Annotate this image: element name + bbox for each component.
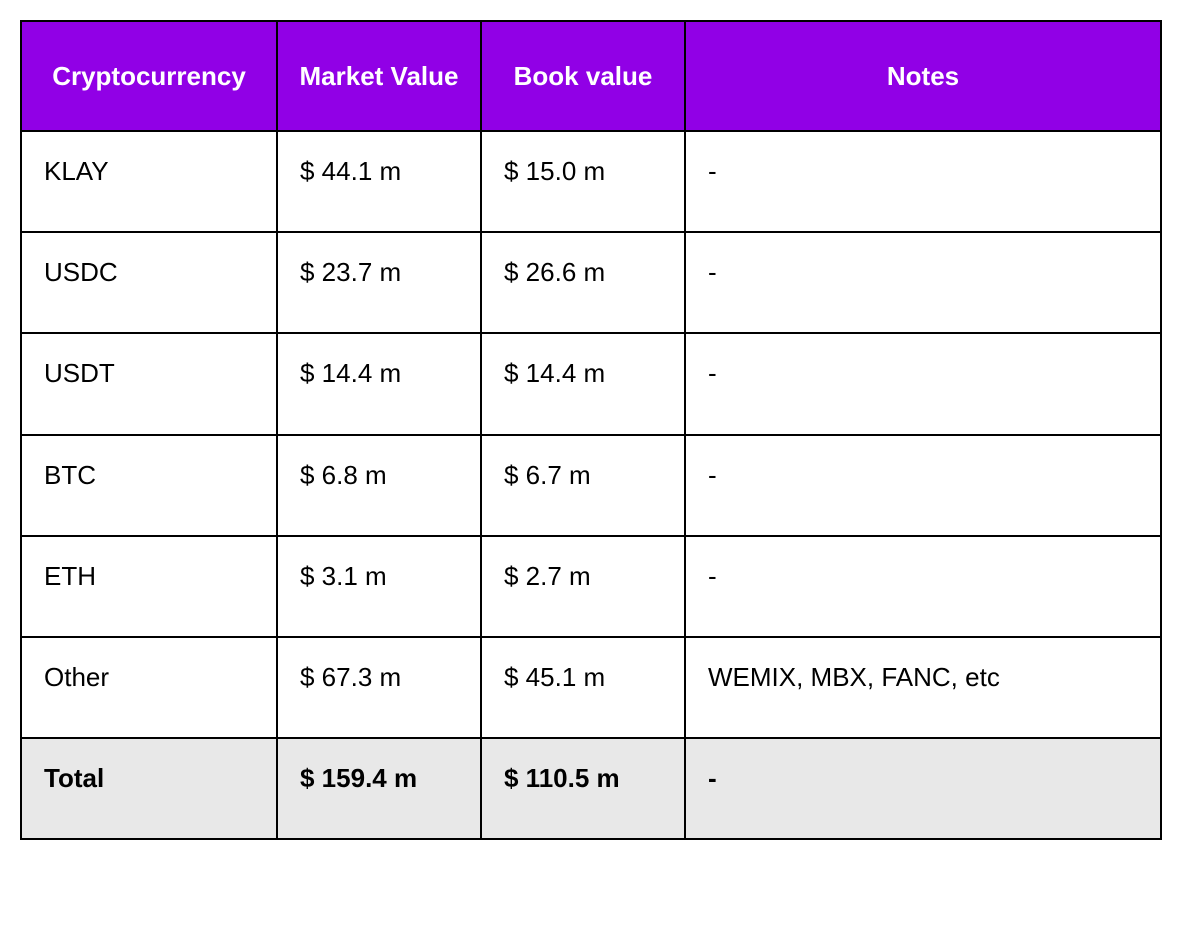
table-row: USDT $ 14.4 m $ 14.4 m - xyxy=(21,333,1161,434)
cell-book-value: $ 110.5 m xyxy=(481,738,685,839)
cell-market-value: $ 44.1 m xyxy=(277,131,481,232)
cell-book-value: $ 6.7 m xyxy=(481,435,685,536)
table-row: KLAY $ 44.1 m $ 15.0 m - xyxy=(21,131,1161,232)
cell-market-value: $ 3.1 m xyxy=(277,536,481,637)
cell-cryptocurrency: ETH xyxy=(21,536,277,637)
cell-market-value: $ 14.4 m xyxy=(277,333,481,434)
table-body: KLAY $ 44.1 m $ 15.0 m - USDC $ 23.7 m $… xyxy=(21,131,1161,839)
cell-cryptocurrency: Total xyxy=(21,738,277,839)
cell-notes: - xyxy=(685,435,1161,536)
cell-notes: - xyxy=(685,333,1161,434)
cell-book-value: $ 26.6 m xyxy=(481,232,685,333)
cell-notes: - xyxy=(685,738,1161,839)
cell-cryptocurrency: KLAY xyxy=(21,131,277,232)
col-header-cryptocurrency: Cryptocurrency xyxy=(21,21,277,131)
cell-notes: - xyxy=(685,536,1161,637)
cell-cryptocurrency: USDC xyxy=(21,232,277,333)
table-total-row: Total $ 159.4 m $ 110.5 m - xyxy=(21,738,1161,839)
col-header-market-value: Market Value xyxy=(277,21,481,131)
cell-market-value: $ 23.7 m xyxy=(277,232,481,333)
cell-notes: - xyxy=(685,232,1161,333)
crypto-holdings-table: Cryptocurrency Market Value Book value N… xyxy=(20,20,1160,840)
table-header: Cryptocurrency Market Value Book value N… xyxy=(21,21,1161,131)
cell-notes: - xyxy=(685,131,1161,232)
cell-book-value: $ 45.1 m xyxy=(481,637,685,738)
table-row: BTC $ 6.8 m $ 6.7 m - xyxy=(21,435,1161,536)
cell-book-value: $ 15.0 m xyxy=(481,131,685,232)
col-header-notes: Notes xyxy=(685,21,1161,131)
cell-market-value: $ 67.3 m xyxy=(277,637,481,738)
table-row: Other $ 67.3 m $ 45.1 m WEMIX, MBX, FANC… xyxy=(21,637,1161,738)
data-table: Cryptocurrency Market Value Book value N… xyxy=(20,20,1162,840)
table-header-row: Cryptocurrency Market Value Book value N… xyxy=(21,21,1161,131)
cell-cryptocurrency: Other xyxy=(21,637,277,738)
cell-cryptocurrency: USDT xyxy=(21,333,277,434)
table-row: USDC $ 23.7 m $ 26.6 m - xyxy=(21,232,1161,333)
table-row: ETH $ 3.1 m $ 2.7 m - xyxy=(21,536,1161,637)
cell-market-value: $ 6.8 m xyxy=(277,435,481,536)
cell-cryptocurrency: BTC xyxy=(21,435,277,536)
cell-book-value: $ 2.7 m xyxy=(481,536,685,637)
cell-book-value: $ 14.4 m xyxy=(481,333,685,434)
col-header-book-value: Book value xyxy=(481,21,685,131)
cell-market-value: $ 159.4 m xyxy=(277,738,481,839)
cell-notes: WEMIX, MBX, FANC, etc xyxy=(685,637,1161,738)
